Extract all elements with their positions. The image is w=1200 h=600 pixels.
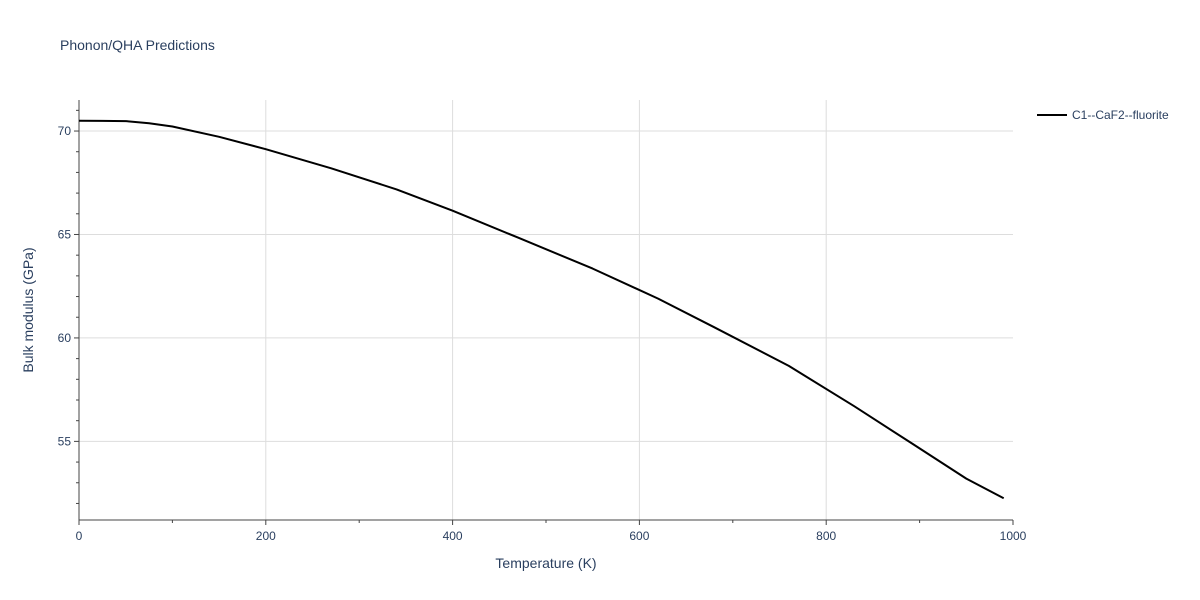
- legend-label: C1--CaF2--fluorite: [1072, 108, 1169, 122]
- x-tick-label: 800: [816, 529, 836, 543]
- x-tick-label: 1000: [1000, 529, 1027, 543]
- x-axis-title: Temperature (K): [495, 555, 596, 571]
- series-lines: [78, 119, 1005, 500]
- x-tick-label: 200: [256, 529, 276, 543]
- chart-title: Phonon/QHA Predictions: [60, 37, 215, 53]
- x-tick-label: 600: [629, 529, 649, 543]
- y-gridlines: [79, 130, 1013, 442]
- series-line: [78, 119, 1005, 500]
- x-tick-labels: 0 200 400 600 800 1000: [76, 529, 1027, 543]
- y-tick-label: 60: [58, 331, 72, 345]
- x-minor-ticks: [78, 520, 1014, 525]
- y-tick-labels: 55 60 65 70: [58, 124, 72, 448]
- y-tick-label: 65: [58, 227, 72, 241]
- y-minor-ticks: [74, 109, 79, 504]
- x-gridlines: [265, 100, 827, 520]
- y-tick-label: 55: [58, 434, 72, 448]
- x-tick-label: 400: [443, 529, 463, 543]
- legend[interactable]: C1--CaF2--fluorite: [1037, 108, 1169, 122]
- x-tick-label: 0: [76, 529, 83, 543]
- y-axis-title: Bulk modulus (GPa): [20, 247, 36, 372]
- y-tick-label: 70: [58, 124, 72, 138]
